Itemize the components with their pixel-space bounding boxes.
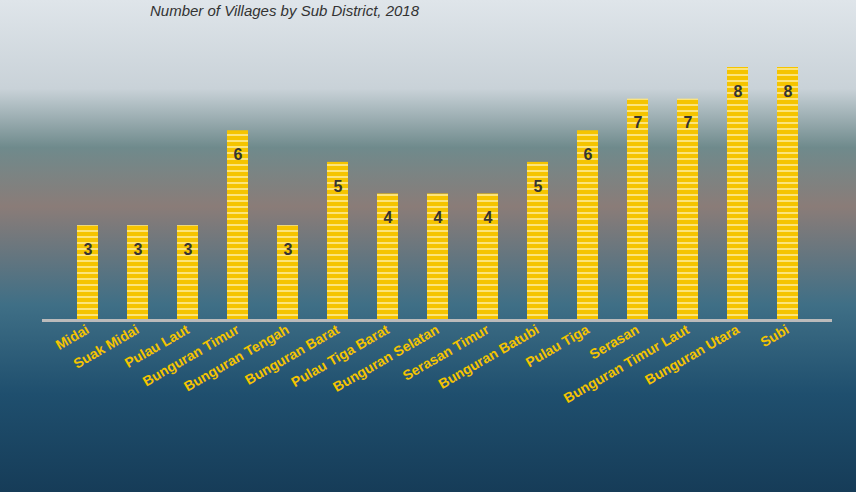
svg-text:8: 8 <box>784 83 793 100</box>
svg-text:4: 4 <box>384 209 393 226</box>
svg-text:7: 7 <box>634 114 643 131</box>
svg-text:7: 7 <box>684 114 693 131</box>
svg-text:Bunguran Selatan: Bunguran Selatan <box>330 321 442 395</box>
svg-text:Serasan: Serasan <box>586 321 642 363</box>
svg-text:3: 3 <box>284 241 293 258</box>
svg-text:Bunguran Utara: Bunguran Utara <box>642 321 742 388</box>
svg-text:Subi: Subi <box>757 321 791 350</box>
svg-text:Suak Midai: Suak Midai <box>70 321 142 372</box>
svg-text:Bunguran Tengah: Bunguran Tengah <box>180 321 292 395</box>
svg-text:Pulau Laut: Pulau Laut <box>121 321 192 371</box>
svg-text:3: 3 <box>134 241 143 258</box>
svg-text:6: 6 <box>584 146 593 163</box>
svg-text:Pulau Tiga: Pulau Tiga <box>523 321 592 370</box>
svg-text:3: 3 <box>184 241 193 258</box>
svg-text:Midai: Midai <box>52 321 92 353</box>
svg-text:5: 5 <box>534 177 543 194</box>
svg-text:6: 6 <box>234 146 243 163</box>
svg-text:Bunguran Batubi: Bunguran Batubi <box>435 321 542 392</box>
svg-text:3: 3 <box>84 241 93 258</box>
svg-text:Bunguran Timur Laut: Bunguran Timur Laut <box>560 321 692 406</box>
svg-text:Bunguran Timur: Bunguran Timur <box>139 321 242 390</box>
html-text:Number of Villages by Sub Dist: Number of Villages by Sub District, 2018 <box>150 2 419 19</box>
svg-text:4: 4 <box>484 209 493 226</box>
svg-text:Pulau Tiga Barat: Pulau Tiga Barat <box>288 321 392 391</box>
svg-text:Bunguran Barat: Bunguran Barat <box>242 321 342 388</box>
svg-text:Serasan Timur: Serasan Timur <box>399 321 492 384</box>
svg-text:5: 5 <box>334 177 343 194</box>
svg-text:4: 4 <box>434 209 443 226</box>
svg-text:8: 8 <box>734 83 743 100</box>
